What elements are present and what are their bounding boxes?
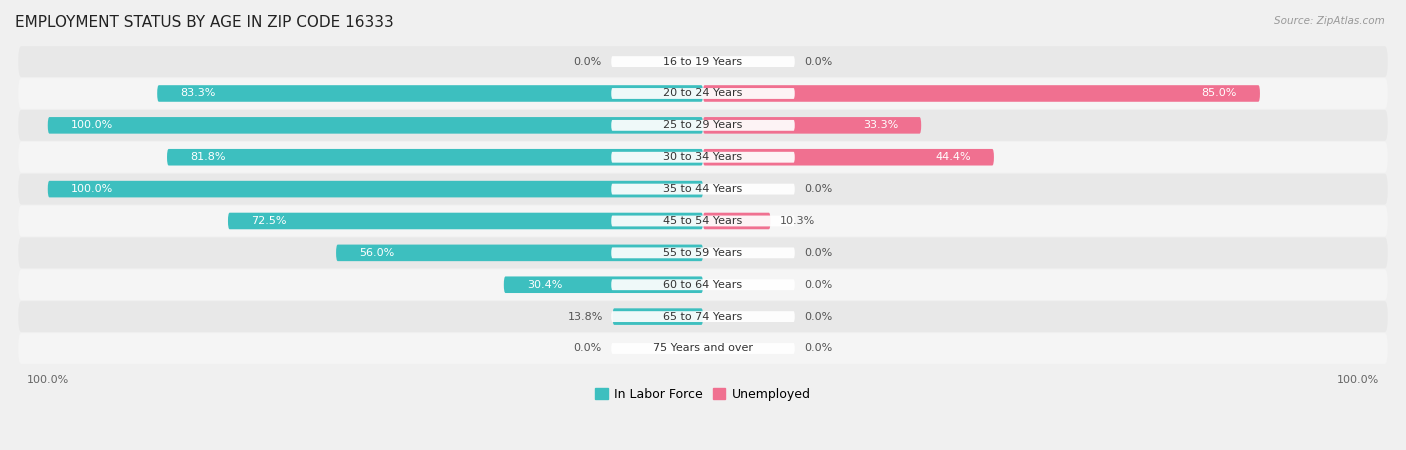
FancyBboxPatch shape	[612, 216, 794, 226]
FancyBboxPatch shape	[703, 117, 921, 134]
FancyBboxPatch shape	[612, 343, 794, 354]
Text: 0.0%: 0.0%	[804, 311, 832, 322]
FancyBboxPatch shape	[228, 213, 703, 229]
FancyBboxPatch shape	[48, 117, 703, 134]
FancyBboxPatch shape	[612, 248, 794, 258]
FancyBboxPatch shape	[703, 213, 770, 229]
FancyBboxPatch shape	[18, 46, 1388, 77]
FancyBboxPatch shape	[503, 276, 703, 293]
Text: 85.0%: 85.0%	[1202, 89, 1237, 99]
FancyBboxPatch shape	[48, 181, 703, 198]
Text: 13.8%: 13.8%	[568, 311, 603, 322]
FancyBboxPatch shape	[612, 279, 794, 290]
Text: 0.0%: 0.0%	[804, 343, 832, 354]
FancyBboxPatch shape	[18, 301, 1388, 332]
Text: 0.0%: 0.0%	[804, 57, 832, 67]
FancyBboxPatch shape	[612, 311, 794, 322]
FancyBboxPatch shape	[703, 85, 1260, 102]
Text: 35 to 44 Years: 35 to 44 Years	[664, 184, 742, 194]
Text: 30 to 34 Years: 30 to 34 Years	[664, 152, 742, 162]
Text: 10.3%: 10.3%	[780, 216, 815, 226]
FancyBboxPatch shape	[613, 308, 703, 325]
Text: 72.5%: 72.5%	[250, 216, 287, 226]
FancyBboxPatch shape	[18, 238, 1388, 268]
FancyBboxPatch shape	[612, 88, 794, 99]
Text: 30.4%: 30.4%	[527, 280, 562, 290]
FancyBboxPatch shape	[18, 78, 1388, 109]
FancyBboxPatch shape	[612, 184, 794, 194]
FancyBboxPatch shape	[157, 85, 703, 102]
Text: 20 to 24 Years: 20 to 24 Years	[664, 89, 742, 99]
Text: 60 to 64 Years: 60 to 64 Years	[664, 280, 742, 290]
Text: 45 to 54 Years: 45 to 54 Years	[664, 216, 742, 226]
Text: 16 to 19 Years: 16 to 19 Years	[664, 57, 742, 67]
Text: 0.0%: 0.0%	[804, 184, 832, 194]
FancyBboxPatch shape	[18, 333, 1388, 364]
Text: 75 Years and over: 75 Years and over	[652, 343, 754, 354]
Text: 25 to 29 Years: 25 to 29 Years	[664, 120, 742, 130]
Text: 100.0%: 100.0%	[70, 184, 112, 194]
Text: 44.4%: 44.4%	[935, 152, 972, 162]
Text: 33.3%: 33.3%	[863, 120, 898, 130]
Text: 81.8%: 81.8%	[190, 152, 225, 162]
FancyBboxPatch shape	[612, 56, 794, 67]
FancyBboxPatch shape	[167, 149, 703, 166]
FancyBboxPatch shape	[18, 206, 1388, 236]
FancyBboxPatch shape	[18, 269, 1388, 300]
Text: 83.3%: 83.3%	[180, 89, 215, 99]
FancyBboxPatch shape	[18, 142, 1388, 173]
Text: 0.0%: 0.0%	[574, 343, 602, 354]
Text: 55 to 59 Years: 55 to 59 Years	[664, 248, 742, 258]
FancyBboxPatch shape	[612, 120, 794, 131]
FancyBboxPatch shape	[336, 244, 703, 261]
FancyBboxPatch shape	[18, 110, 1388, 141]
FancyBboxPatch shape	[703, 149, 994, 166]
Legend: In Labor Force, Unemployed: In Labor Force, Unemployed	[591, 382, 815, 405]
Text: 100.0%: 100.0%	[70, 120, 112, 130]
Text: 0.0%: 0.0%	[804, 280, 832, 290]
Text: 0.0%: 0.0%	[574, 57, 602, 67]
Text: 56.0%: 56.0%	[359, 248, 394, 258]
Text: 65 to 74 Years: 65 to 74 Years	[664, 311, 742, 322]
Text: Source: ZipAtlas.com: Source: ZipAtlas.com	[1274, 16, 1385, 26]
Text: EMPLOYMENT STATUS BY AGE IN ZIP CODE 16333: EMPLOYMENT STATUS BY AGE IN ZIP CODE 163…	[15, 15, 394, 30]
Text: 0.0%: 0.0%	[804, 248, 832, 258]
FancyBboxPatch shape	[612, 152, 794, 162]
FancyBboxPatch shape	[18, 174, 1388, 205]
